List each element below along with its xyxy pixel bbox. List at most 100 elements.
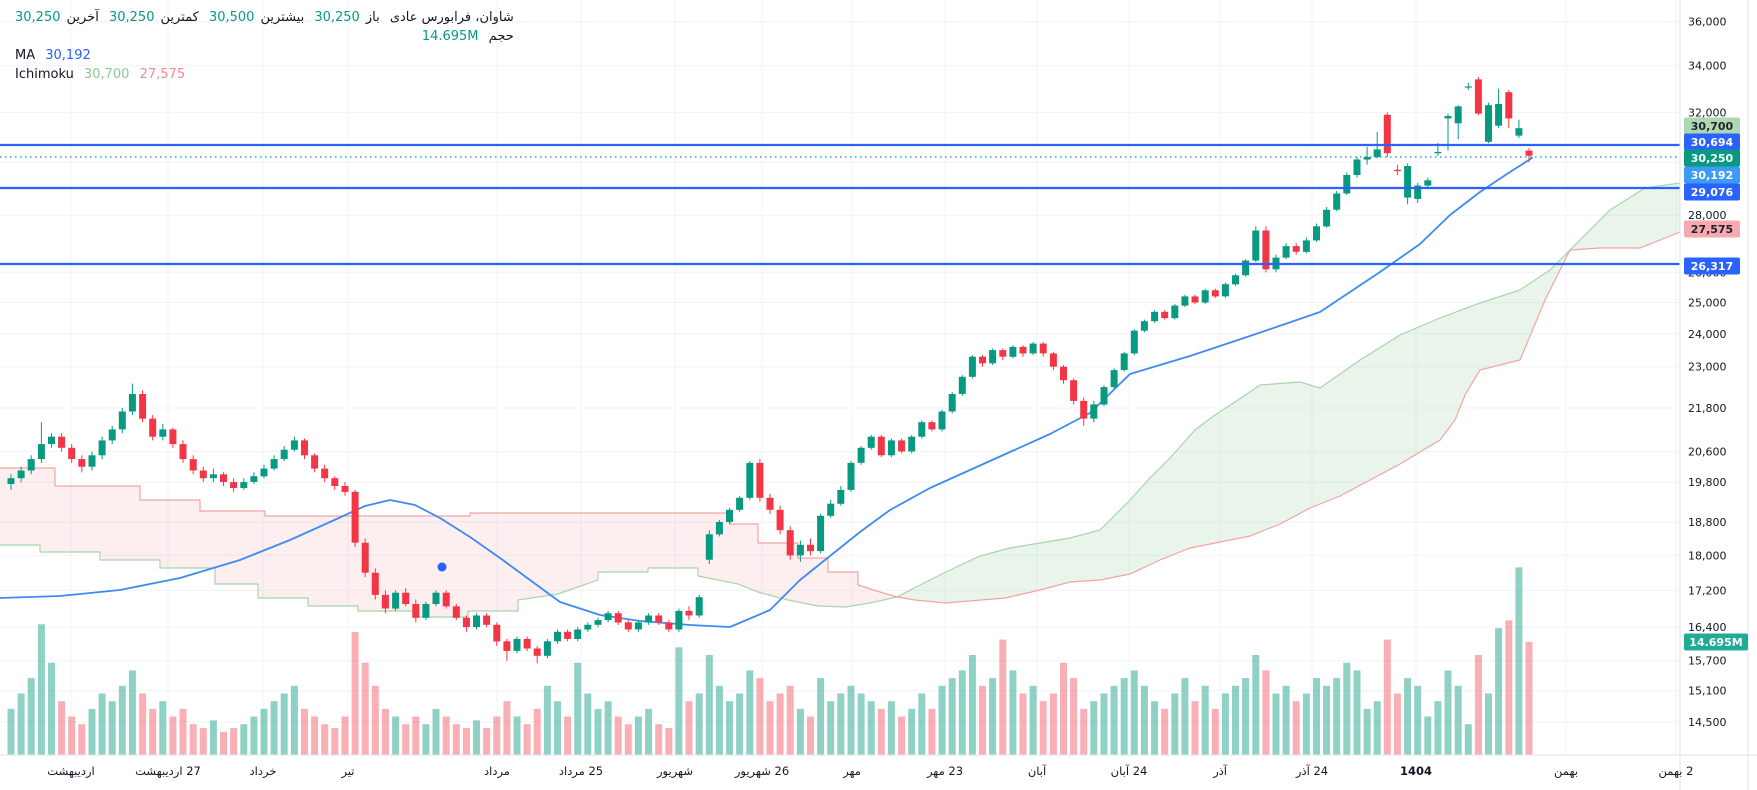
drawing-anchor-dot[interactable] xyxy=(437,562,447,572)
x-axis-label[interactable]: 27 اردیبهشت xyxy=(135,764,201,779)
volume-bar xyxy=(311,716,319,755)
legend-volume-row[interactable]: حجم 14.695M xyxy=(12,27,517,46)
price-badge-label: 29,076 xyxy=(1691,186,1734,199)
price-badge xyxy=(1684,149,1740,167)
candle-body xyxy=(58,436,66,448)
volume-bar xyxy=(78,724,86,755)
x-axis-label[interactable]: 25 مرداد xyxy=(559,764,603,779)
x-axis-label[interactable]: بهمن xyxy=(1554,764,1578,779)
candle-body xyxy=(483,615,491,625)
volume-bar xyxy=(442,716,450,755)
candle-body xyxy=(918,422,926,437)
low-label: کمترین xyxy=(160,10,199,25)
x-axis-label[interactable]: خرداد xyxy=(250,764,277,779)
candle-body xyxy=(1161,311,1169,319)
volume-bar xyxy=(948,678,956,755)
volume-bar xyxy=(776,693,784,755)
volume-bar xyxy=(1363,708,1371,755)
volume-bar xyxy=(17,693,25,755)
volume-bar xyxy=(1404,678,1412,755)
volume-bar xyxy=(918,693,926,755)
candle-body xyxy=(523,638,531,649)
price-badge xyxy=(1684,220,1740,238)
volume-bar xyxy=(1485,693,1492,755)
candle-body xyxy=(554,631,561,642)
volume-bar xyxy=(594,708,602,755)
x-axis-label[interactable]: مهر xyxy=(842,764,861,779)
x-axis-label[interactable]: شهریور xyxy=(656,764,693,779)
candle-body xyxy=(179,444,187,460)
volume-bar xyxy=(1029,685,1037,755)
candle-body xyxy=(634,622,642,630)
x-axis-label[interactable]: آبان xyxy=(1028,764,1047,778)
volume-bar xyxy=(412,716,420,755)
volume-bar xyxy=(473,720,480,755)
candle-body xyxy=(108,429,116,441)
volume-bar xyxy=(1474,655,1482,755)
candle-body xyxy=(422,604,430,618)
candle-body xyxy=(513,638,521,651)
last-label: آخرین xyxy=(66,10,99,25)
volume-bar xyxy=(1414,685,1422,755)
volume-bar xyxy=(655,724,663,755)
volume-bar xyxy=(240,724,248,755)
candle-body xyxy=(1302,240,1310,252)
x-axis-label[interactable]: 2 بهمن xyxy=(1659,764,1694,779)
candle-body xyxy=(1444,116,1452,119)
volume-bar xyxy=(1525,642,1533,755)
legend-symbol-row[interactable]: شاوان، فرابورس عادی باز 30,250 بیشترین 30,… xyxy=(12,8,517,27)
x-axis-label[interactable]: تیر xyxy=(340,764,354,779)
volume-bar xyxy=(624,724,632,755)
x-axis-label[interactable]: 23 مهر xyxy=(926,764,963,779)
x-axis-label[interactable]: 24 آبان xyxy=(1111,764,1148,778)
volume-bar xyxy=(108,701,116,755)
volume-bar xyxy=(1262,670,1270,755)
candle-body xyxy=(412,604,420,618)
candle-body xyxy=(715,522,723,535)
volume-bar xyxy=(1191,701,1199,755)
volume-bar xyxy=(513,716,521,755)
x-axis-label[interactable]: 26 شهریور xyxy=(734,764,789,779)
x-axis-label[interactable]: مرداد xyxy=(484,764,510,779)
volume-bar xyxy=(1242,678,1250,755)
legend-ichimoku-row[interactable]: Ichimoku 30,700 27,575 xyxy=(12,65,517,84)
candle-body xyxy=(98,440,106,456)
volume-bar xyxy=(341,716,349,755)
volume-bar xyxy=(1110,685,1118,755)
candle-body xyxy=(1414,185,1422,199)
candle-body xyxy=(786,530,794,556)
ichimoku-cloud-bearish xyxy=(0,468,897,617)
candle-body xyxy=(776,509,784,531)
candle-body xyxy=(311,455,319,469)
high-value: 30,500 xyxy=(208,10,255,25)
candle-body xyxy=(1171,305,1179,319)
legend-ma-row[interactable]: MA 30,192 xyxy=(12,46,517,65)
ma-label: MA xyxy=(15,48,36,63)
y-axis-label: 28,000 xyxy=(1688,209,1727,222)
volume-bar xyxy=(877,708,885,755)
x-axis-label[interactable]: 24 آذر xyxy=(1295,764,1328,779)
candle-body xyxy=(1039,343,1047,354)
volume-bar xyxy=(1505,620,1513,755)
senkou-a-line xyxy=(0,182,1681,618)
x-axis-label[interactable]: اردیبهشت xyxy=(47,764,94,779)
volume-bar xyxy=(1272,693,1280,755)
y-axis-label: 17,200 xyxy=(1688,584,1727,597)
x-axis-label[interactable]: 1404 xyxy=(1400,764,1432,778)
candle-body xyxy=(1140,321,1148,331)
volume-bar xyxy=(1454,685,1462,755)
candle-body xyxy=(726,509,733,522)
volume-bar xyxy=(857,693,865,755)
volume-bar xyxy=(1009,670,1017,755)
candle-body xyxy=(149,418,157,437)
candle-body xyxy=(1221,284,1229,297)
y-axis-label: 18,000 xyxy=(1688,549,1727,562)
candle-body xyxy=(1515,128,1523,136)
candle-body xyxy=(27,459,35,471)
y-axis-label: 24,000 xyxy=(1688,328,1727,341)
candle-body xyxy=(1333,193,1341,210)
candle-body xyxy=(240,482,248,488)
x-axis-label[interactable]: آذر xyxy=(1212,764,1228,779)
